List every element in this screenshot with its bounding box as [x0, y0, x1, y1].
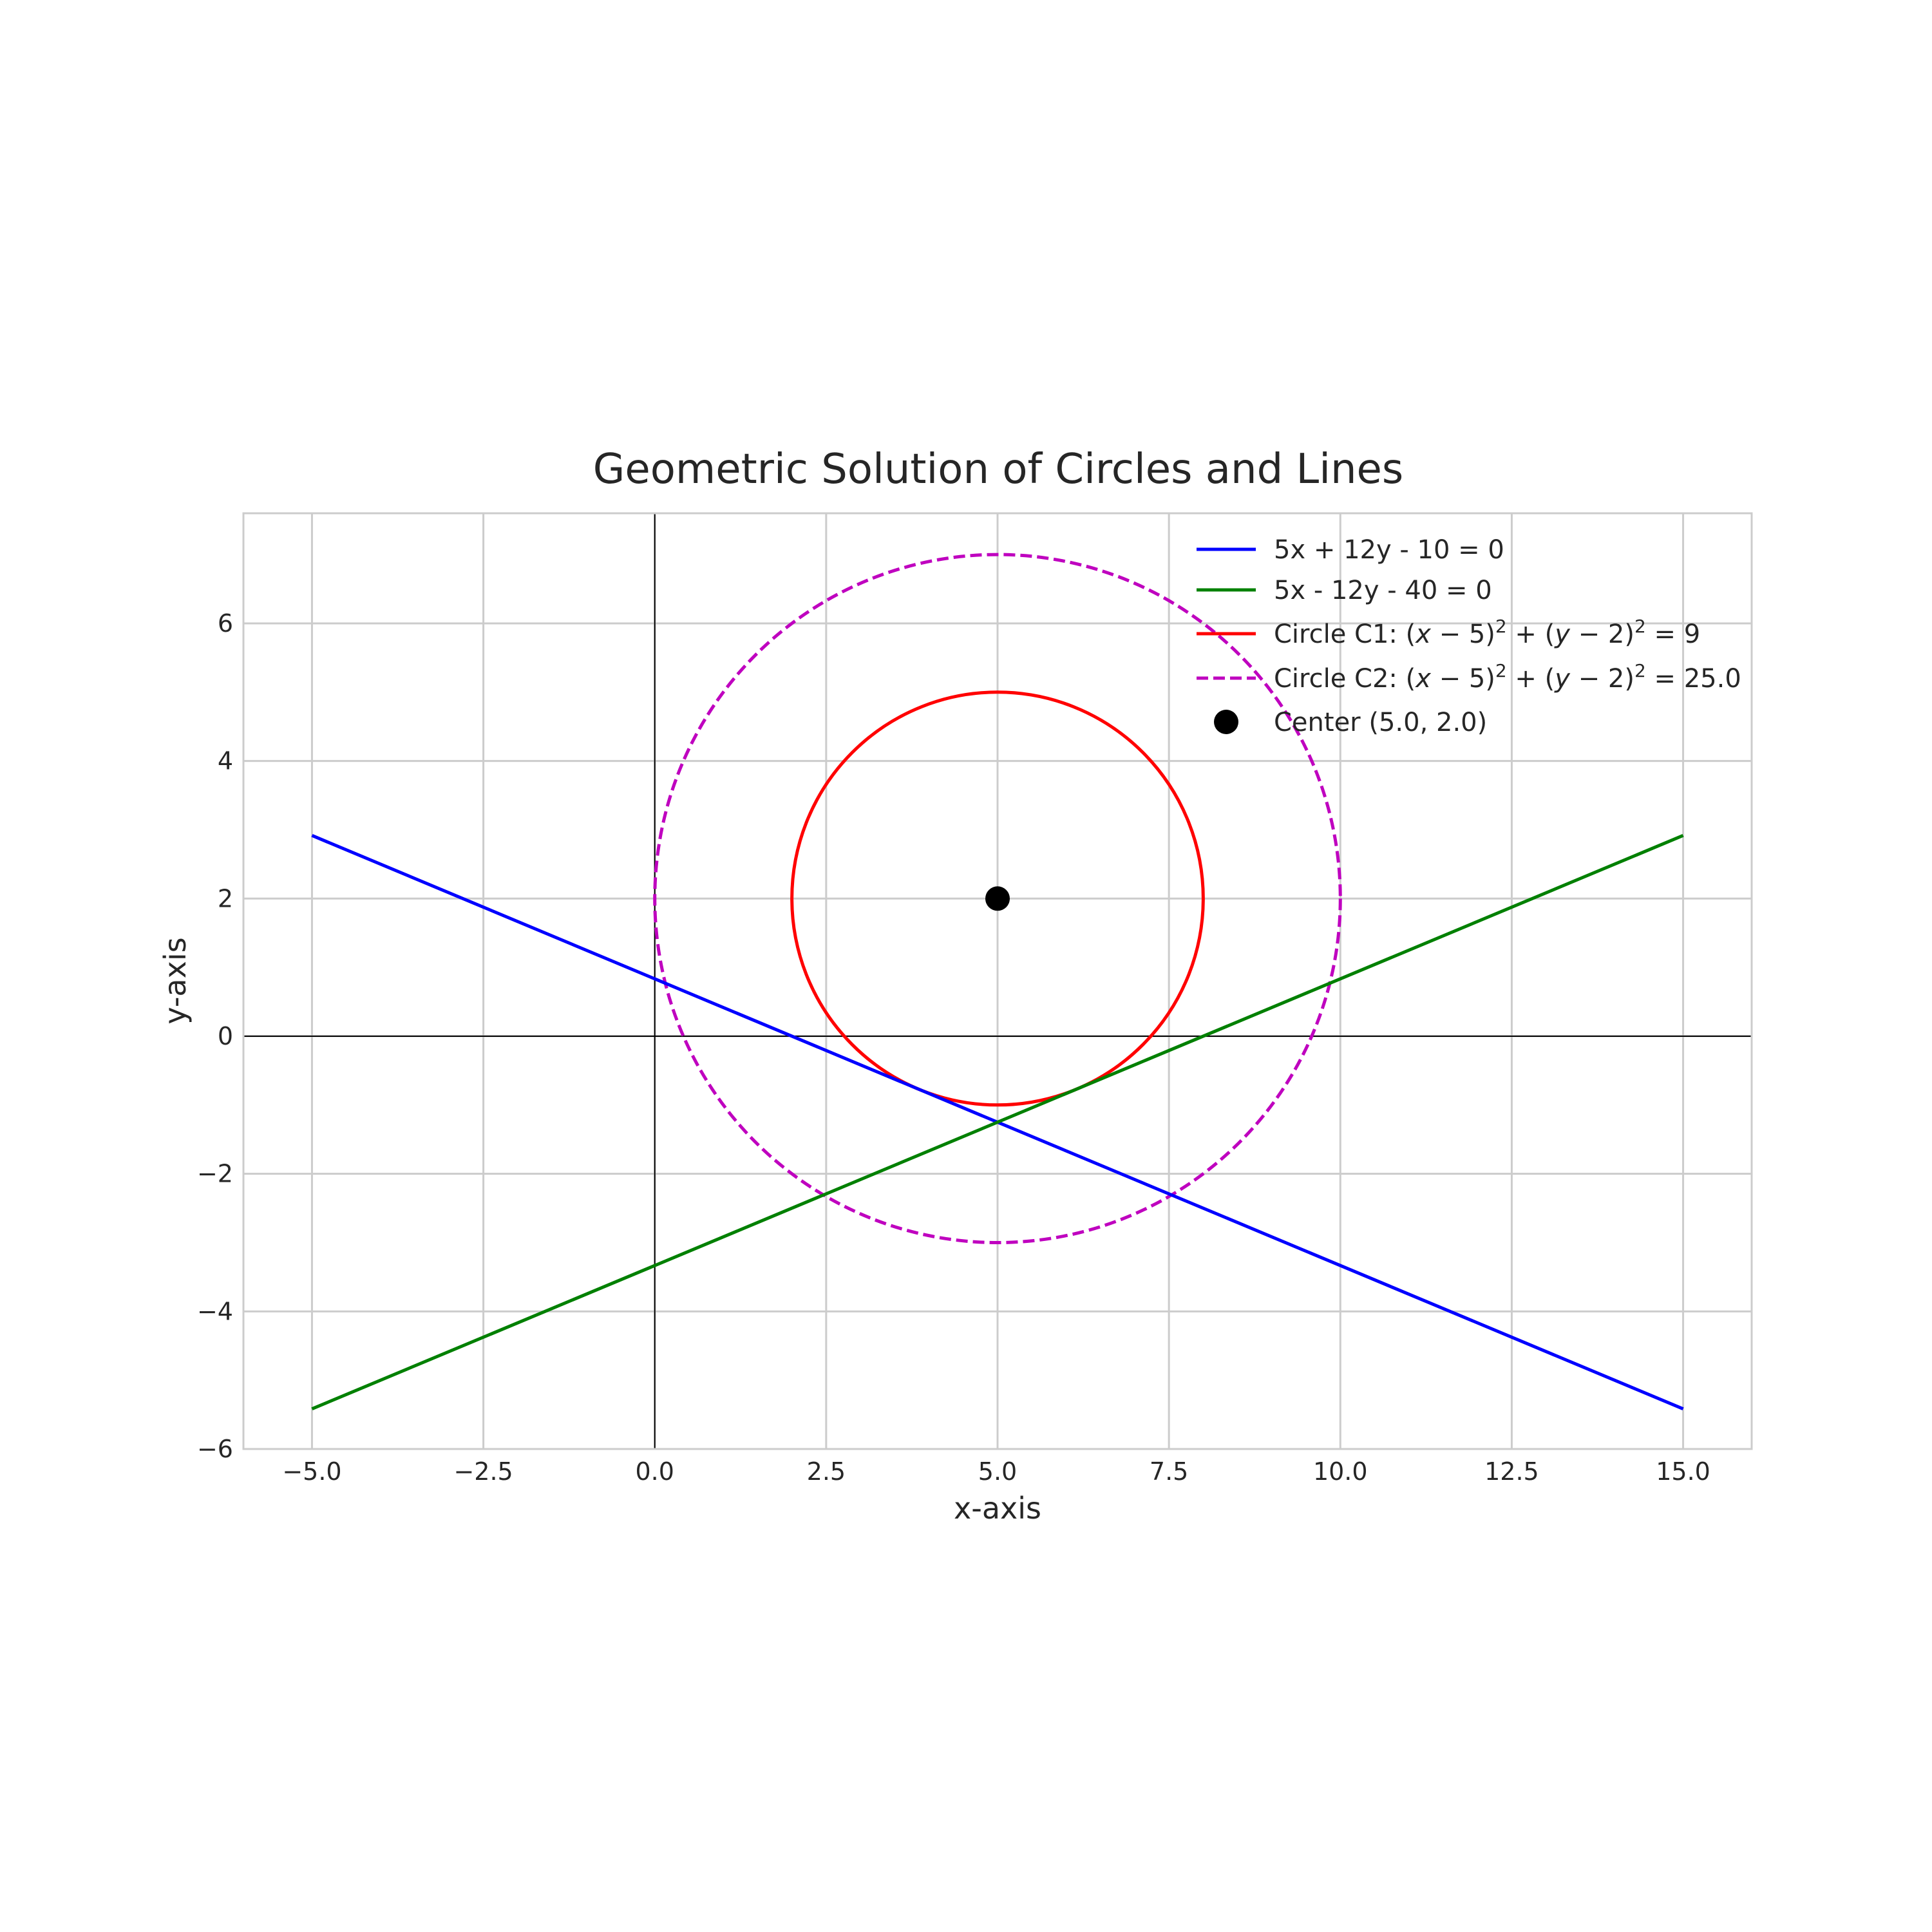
series-line	[311, 834, 1684, 1410]
x-axis-label: x-axis	[954, 1491, 1041, 1526]
plot-frame	[242, 512, 1753, 1450]
series-circle-c2	[653, 553, 1342, 1244]
x-tick-label: −5.0	[282, 1457, 341, 1486]
x-tick-label: −2.5	[453, 1457, 513, 1486]
y-axis-label: y-axis	[158, 937, 193, 1024]
y-tick-label: 2	[218, 884, 233, 913]
legend-label-circle2: Circle C2: (x − 5)2 + (y − 2)2 = 25.0	[1274, 660, 1741, 694]
chart-title: Geometric Solution of Circles and Lines	[593, 446, 1404, 493]
y-tick-labels: −6 −4 −2 0 2 4 6	[197, 609, 233, 1463]
legend-label-circle1: Circle C1: (x − 5)2 + (y − 2)2 = 9	[1274, 616, 1700, 649]
y-tick-label: −4	[197, 1297, 233, 1325]
legend-marker-center	[1214, 710, 1238, 734]
y-tick-label: −2	[197, 1160, 233, 1188]
x-tick-label: 5.0	[978, 1457, 1017, 1486]
y-tick-label: −6	[197, 1435, 233, 1463]
legend-label-center: Center (5.0, 2.0)	[1274, 708, 1487, 737]
x-tick-label: 2.5	[807, 1457, 846, 1486]
y-tick-label: 6	[218, 609, 233, 638]
x-tick-label: 10.0	[1313, 1457, 1368, 1486]
x-tick-label: 0.0	[636, 1457, 674, 1486]
x-tick-labels: −5.0 −2.5 0.0 2.5 5.0 7.5 10.0 12.5 15.0	[282, 1457, 1710, 1486]
x-tick-label: 12.5	[1484, 1457, 1539, 1486]
zero-axes	[243, 513, 1752, 1449]
series-layer	[311, 553, 1684, 1410]
legend-label-line1: 5x + 12y - 10 = 0	[1274, 535, 1504, 565]
center-point	[985, 886, 1010, 911]
y-tick-label: 0	[218, 1022, 233, 1050]
x-tick-label: 7.5	[1150, 1457, 1188, 1486]
series-circle-c1	[790, 690, 1205, 1107]
x-tick-label: 15.0	[1656, 1457, 1710, 1486]
y-tick-label: 4	[218, 747, 233, 775]
legend: 5x + 12y - 10 = 0 5x - 12y - 40 = 0 Circ…	[1197, 535, 1741, 737]
legend-label-line2: 5x - 12y - 40 = 0	[1274, 576, 1492, 605]
